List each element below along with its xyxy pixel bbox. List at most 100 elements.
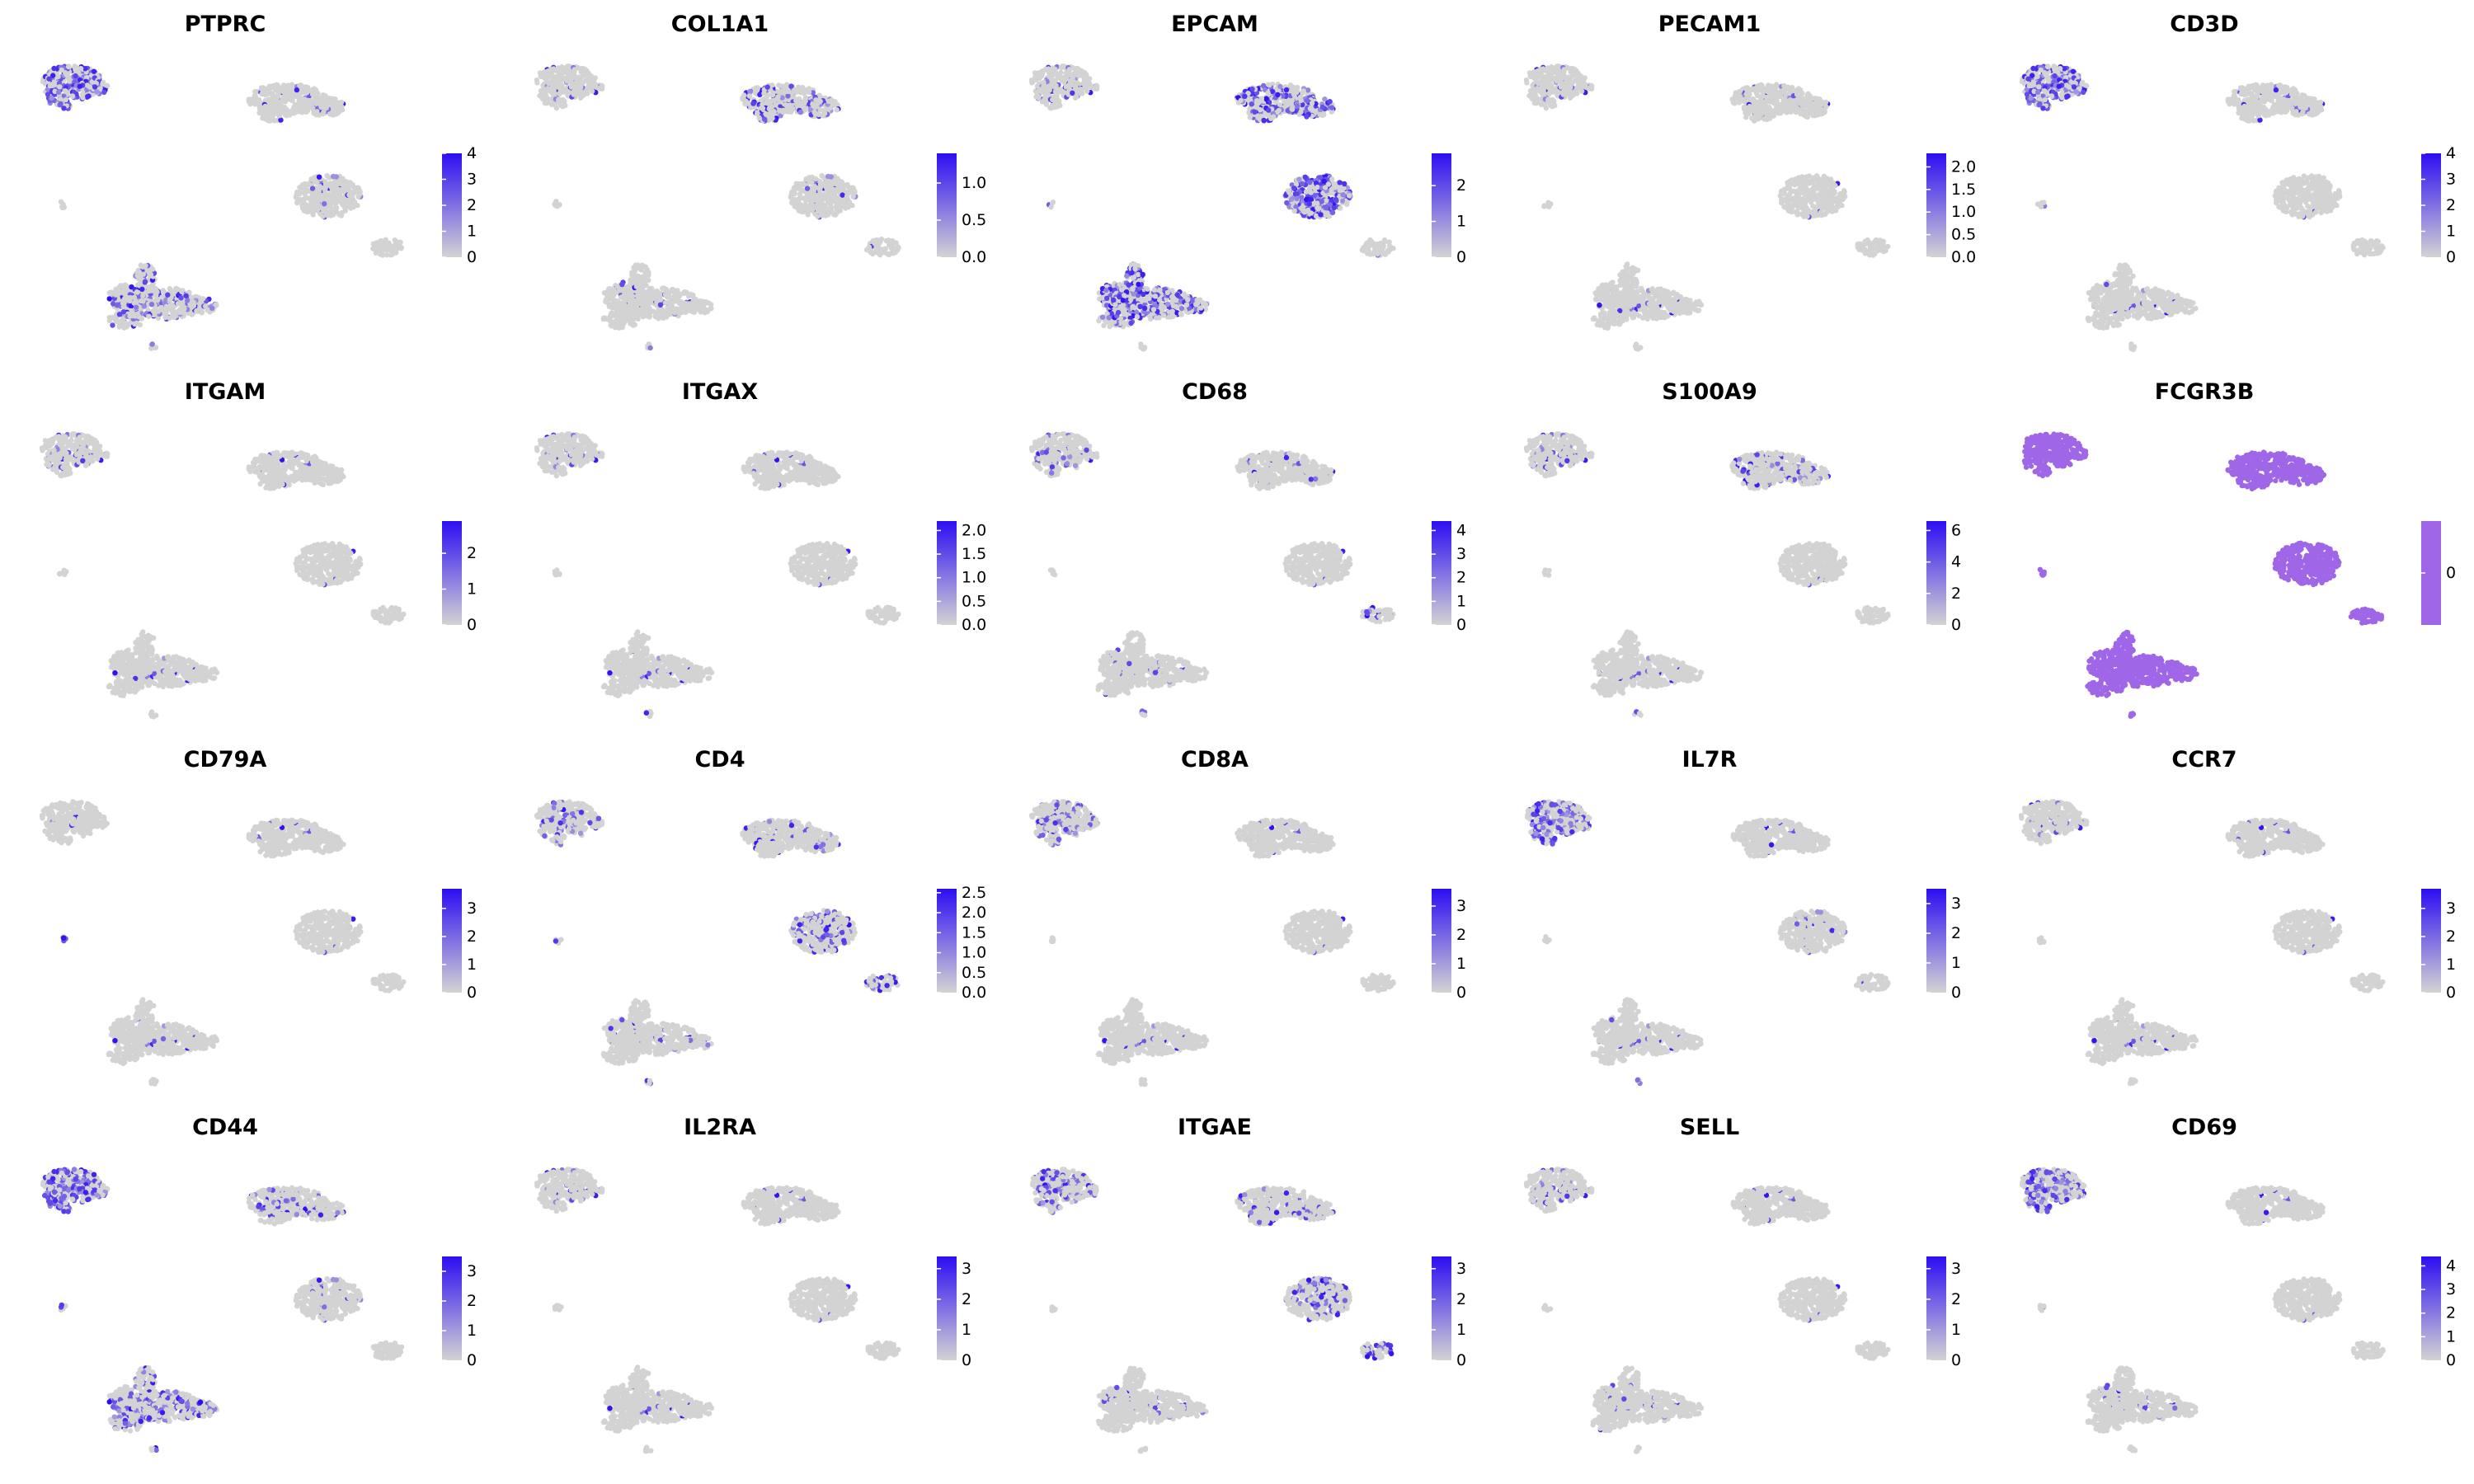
cell-point [308, 87, 314, 93]
cell-point [111, 301, 116, 307]
cell-point [806, 178, 811, 184]
cell-point [1261, 117, 1267, 124]
cell-point [196, 301, 203, 307]
cell-point [333, 200, 339, 207]
cell-point [620, 286, 627, 292]
cell-point [1319, 199, 1324, 204]
cell-point [678, 308, 684, 313]
cell-point [1078, 91, 1084, 96]
cell-point [637, 292, 644, 298]
cell-point [110, 322, 115, 328]
cell-point [882, 246, 888, 251]
cell-point [676, 293, 683, 298]
cell-point [779, 95, 785, 101]
cell-point [1322, 185, 1329, 190]
cell-point [831, 190, 838, 197]
cell-point [1304, 97, 1310, 104]
cell-point [760, 106, 766, 111]
cell-point [646, 272, 651, 278]
cell-point [801, 102, 807, 108]
cluster-C [293, 173, 364, 220]
cell-point [50, 73, 56, 78]
cell-point [830, 103, 835, 109]
cell-point [338, 99, 345, 106]
cell-point [623, 303, 629, 310]
cell-point [373, 250, 379, 256]
cell-point [136, 269, 142, 275]
cell-point [106, 296, 112, 302]
cell-point [754, 110, 760, 117]
cell-point [657, 302, 664, 308]
cell-point [1306, 201, 1312, 207]
cell-point [1047, 74, 1053, 80]
cell-point [278, 86, 285, 92]
cell-point [1294, 195, 1300, 201]
cell-point [1041, 82, 1047, 87]
cell-point [134, 320, 139, 326]
cell-point [632, 269, 637, 275]
cell-point [124, 289, 129, 294]
cell-point [812, 104, 818, 110]
cell-point [82, 66, 88, 72]
cell-point [1033, 94, 1039, 100]
cell-point [762, 116, 768, 122]
cell-point [651, 308, 656, 314]
cell-point [59, 67, 64, 73]
cell-point [772, 97, 778, 103]
cell-point [647, 298, 652, 304]
cell-point [299, 197, 305, 203]
cell-point [1058, 69, 1064, 76]
cell-point [295, 190, 302, 195]
cell-point [1294, 103, 1300, 109]
cell-point [621, 298, 628, 303]
cell-point [302, 190, 308, 195]
cell-point [1313, 181, 1319, 186]
cell-point [1252, 109, 1258, 115]
cell-point [285, 82, 291, 88]
cell-point [302, 207, 308, 213]
cell-point [297, 185, 303, 190]
cell-point [1285, 101, 1291, 108]
cell-point [162, 310, 168, 316]
cell-point [1089, 83, 1094, 89]
cell-point [203, 303, 209, 309]
cell-point [811, 196, 816, 202]
cell-point [346, 192, 352, 198]
colorbar [937, 153, 957, 257]
cell-point [1346, 193, 1352, 199]
cell-point [552, 202, 558, 208]
cell-point [779, 109, 786, 115]
cell-point [327, 111, 333, 117]
cell-point [62, 88, 68, 94]
cell-point [1386, 239, 1392, 245]
cell-point [252, 93, 258, 99]
cell-point [567, 78, 572, 85]
cell-point [788, 83, 794, 89]
cell-point [575, 91, 581, 96]
cell-point [121, 325, 127, 331]
cell-point [60, 202, 66, 208]
cell-point [644, 267, 650, 273]
cell-point [556, 96, 562, 103]
cell-point [1310, 201, 1316, 207]
cell-point [115, 287, 121, 294]
cell-point [1238, 97, 1244, 104]
cluster-G [148, 341, 159, 351]
cell-point [183, 293, 189, 298]
cell-point [299, 202, 305, 208]
cell-point [876, 241, 882, 247]
cell-point [1277, 102, 1283, 108]
cell-point [1286, 188, 1291, 194]
cell-point [764, 84, 770, 90]
cell-point [571, 92, 576, 97]
cell-point [818, 210, 824, 216]
cell-point [783, 82, 789, 89]
cell-point [544, 68, 551, 74]
cell-point [590, 88, 595, 94]
cluster-F [58, 199, 68, 211]
cell-point [149, 266, 156, 272]
colorbar-tick-label: 0.0 [962, 248, 986, 266]
cell-point [1052, 88, 1059, 95]
cell-point [1072, 95, 1079, 101]
umap-scatter [40, 63, 404, 351]
